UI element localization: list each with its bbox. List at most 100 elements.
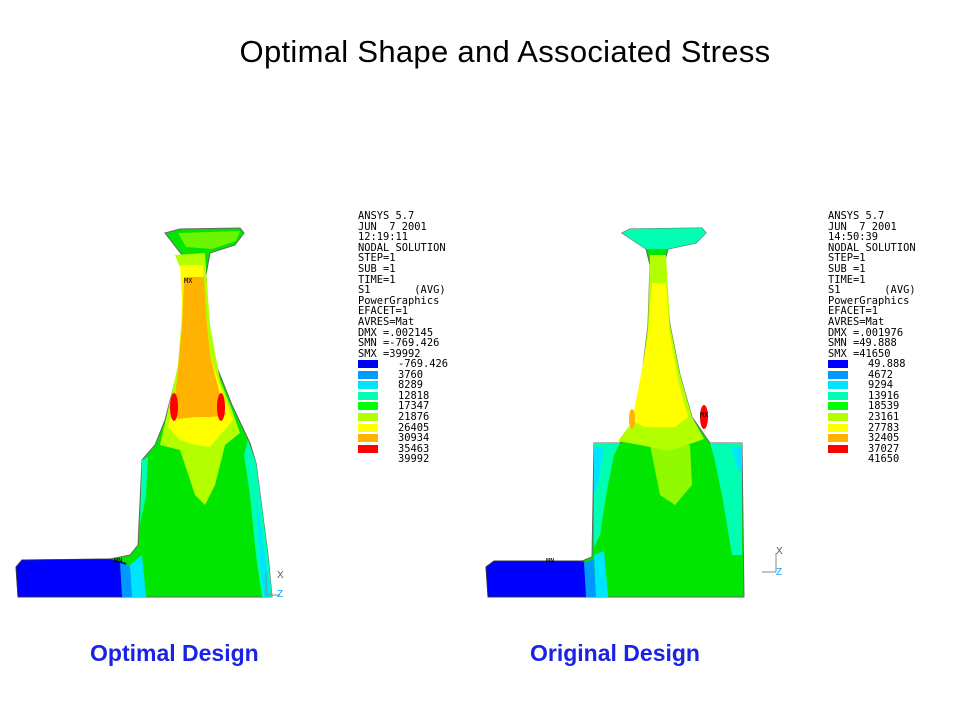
info-line: SUB =1 — [828, 262, 866, 275]
legend-swatch — [358, 370, 378, 379]
info-line: EFACET=1 — [828, 305, 879, 318]
legend-value: 23161 — [868, 410, 900, 423]
info-line: ANSYS 5.7 — [828, 210, 885, 222]
original-axis-x-label: X — [776, 546, 783, 557]
legend-swatch — [358, 423, 378, 432]
info-line: ANSYS 5.7 — [358, 210, 415, 222]
legend-swatch — [828, 412, 848, 421]
optimal-contour-red-right — [217, 393, 225, 421]
original-contour-aqua-right — [732, 447, 742, 475]
legend-swatch — [358, 360, 378, 368]
info-line: SMX =39992 — [358, 347, 421, 360]
optimal-contour-cyan-left — [140, 457, 148, 525]
legend-swatch — [828, 381, 848, 390]
optimal-mn-marker: MN — [114, 557, 122, 565]
info-line: S1 (AVG) — [828, 284, 916, 297]
legend-value: 12818 — [398, 389, 430, 402]
info-line: 12:19:11 — [358, 231, 409, 244]
optimal-axis-z-label: Z — [277, 589, 283, 600]
legend-value: 39992 — [398, 453, 430, 466]
info-line: SUB =1 — [358, 262, 396, 275]
optimal-contour-yellowgreen-head — [178, 231, 240, 249]
info-line: DMX =.002145 — [358, 326, 434, 339]
optimal-contour-red-left — [170, 393, 178, 421]
legend-value: 3760 — [398, 368, 424, 381]
legend-value: 27783 — [868, 421, 900, 434]
original-contour-blue-pad — [485, 560, 589, 598]
legend-swatch — [358, 381, 378, 390]
legend-value: 49.888 — [868, 358, 906, 370]
legend-swatch — [828, 402, 848, 411]
original-contour-cyan-head — [622, 228, 706, 249]
legend-swatch — [828, 360, 848, 368]
original-mn-marker: MN — [546, 557, 554, 565]
original-contour-lightblue-pad — [584, 559, 596, 597]
original-mx-marker: MX — [700, 411, 709, 419]
legend-value: 4672 — [868, 368, 894, 381]
info-line: PowerGraphics — [358, 294, 440, 307]
info-line: DMX =.001976 — [828, 326, 904, 339]
info-line: AVRES=Mat — [828, 315, 885, 328]
legend-value: 41650 — [868, 453, 900, 466]
legend-value: 9294 — [868, 379, 894, 392]
optimal-contour-aqua-pad — [130, 555, 146, 597]
legend-value: -769.426 — [398, 358, 449, 370]
optimal-design-caption: Optimal Design — [90, 640, 259, 666]
info-line: SMN =49.888 — [828, 337, 897, 350]
info-line: SMX =41650 — [828, 347, 891, 360]
optimal-info-block: ANSYS 5.7 JUN 7 2001 12:19:11 NODAL SOLUTIO… — [358, 211, 446, 359]
optimal-contour-aqua-right — [256, 495, 270, 597]
original-stress-plot: MX MN X Z — [485, 227, 783, 598]
optimal-shape-body — [15, 227, 273, 598]
legend-value: 35463 — [398, 442, 430, 455]
info-line: NODAL SOLUTION — [828, 241, 916, 254]
info-line: SMN =-769.426 — [358, 337, 440, 350]
optimal-stress-plot: MX MN X Z — [15, 227, 284, 600]
info-line: S1 (AVG) — [358, 284, 446, 297]
legend-value: 37027 — [868, 442, 900, 455]
original-design-figure: MX MN X Z ANSYS 5.7 JUN 7 2001 14:50:39 NOD… — [470, 195, 940, 615]
original-contour-aqua-pad — [594, 551, 608, 597]
legend-swatch — [358, 444, 378, 453]
info-line: EFACET=1 — [358, 305, 409, 318]
info-line: STEP=1 — [828, 252, 866, 265]
legend-swatch — [358, 391, 378, 400]
legend-value: 13916 — [868, 389, 900, 402]
original-contour-cyan-right — [710, 443, 742, 555]
original-contour-red-right — [700, 405, 708, 429]
original-contour-aqua-left — [594, 447, 604, 495]
legend-swatch — [358, 412, 378, 421]
legend-swatch — [828, 370, 848, 379]
legend-swatch — [358, 402, 378, 411]
info-line: NODAL SOLUTION — [358, 241, 446, 254]
legend-value: 21876 — [398, 410, 430, 423]
info-line: STEP=1 — [358, 252, 396, 265]
optimal-contour-orange-core — [174, 277, 226, 419]
legend-swatch — [828, 423, 848, 432]
info-line: AVRES=Mat — [358, 315, 415, 328]
legend-swatch — [828, 391, 848, 400]
legend-swatch — [828, 444, 848, 453]
original-info-block: ANSYS 5.7 JUN 7 2001 14:50:39 NODAL SOLUTIO… — [828, 211, 916, 359]
slide-title: Optimal Shape and Associated Stress — [239, 34, 771, 69]
legend-value: 18539 — [868, 400, 900, 413]
legend-swatch — [358, 434, 378, 443]
info-line: TIME=1 — [358, 273, 396, 286]
info-line: JUN 7 2001 — [358, 220, 427, 233]
optimal-axis-x-label: X — [277, 570, 284, 581]
legend-value: 30934 — [398, 432, 430, 445]
legend-value: 32405 — [868, 432, 900, 445]
legend-value: 8289 — [398, 379, 424, 392]
legend-swatch — [828, 434, 848, 443]
info-line: PowerGraphics — [828, 294, 910, 307]
original-axis-z-label: Z — [776, 567, 782, 578]
optimal-mx-marker: MX — [184, 277, 193, 285]
original-contour-yellow-neck — [632, 283, 688, 427]
original-contour-yellowgreen-lower — [650, 445, 692, 505]
optimal-contour-blue-pad — [15, 558, 127, 598]
legend-value: 17347 — [398, 400, 430, 413]
optimal-design-figure: MX MN X Z ANSYS 5.7 JUN 7 2001 12:19:11 NOD… — [0, 195, 470, 615]
info-line: TIME=1 — [828, 273, 866, 286]
info-line: JUN 7 2001 — [828, 220, 897, 233]
original-contour-orange-left — [629, 409, 635, 429]
